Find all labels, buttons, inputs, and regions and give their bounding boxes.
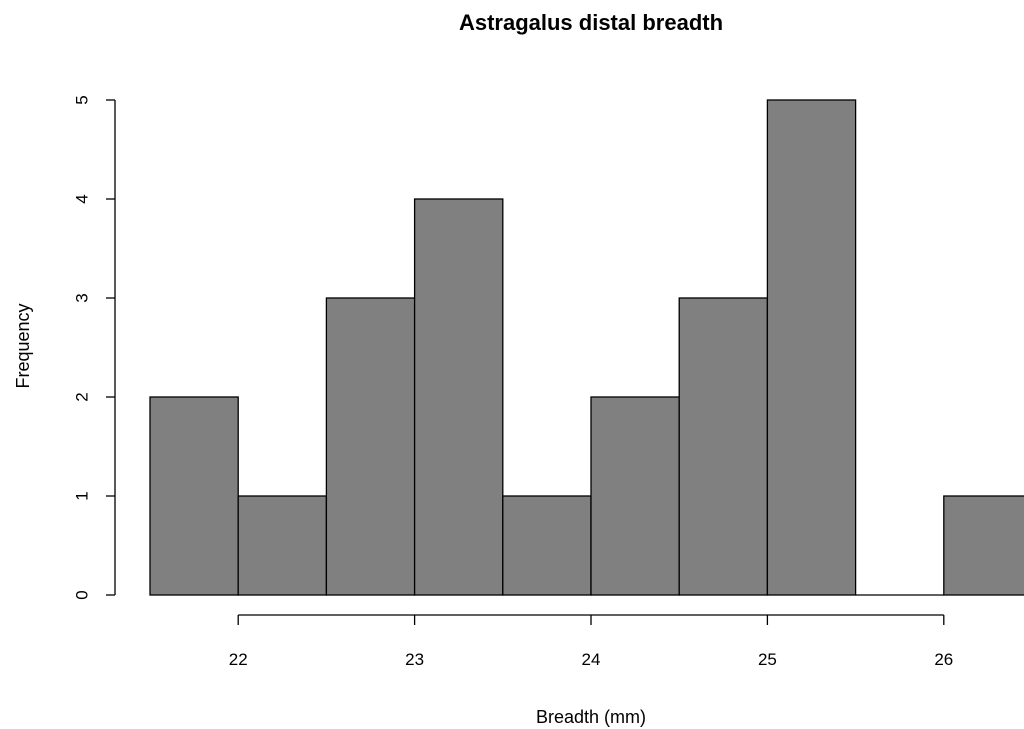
x-tick-label: 23 bbox=[405, 650, 424, 669]
x-axis-label: Breadth (mm) bbox=[536, 707, 646, 727]
x-axis: 22 23 24 25 26 bbox=[229, 614, 953, 669]
x-tick-label: 25 bbox=[758, 650, 777, 669]
x-tick-label: 24 bbox=[582, 650, 601, 669]
y-tick-label: 1 bbox=[73, 491, 92, 500]
y-axis: 0 1 2 3 4 5 bbox=[73, 95, 116, 600]
histogram-bar bbox=[237, 495, 328, 596]
y-tick-label: 2 bbox=[73, 392, 92, 401]
y-tick-label: 3 bbox=[73, 293, 92, 302]
y-tick-label: 4 bbox=[73, 194, 92, 203]
bars-group bbox=[149, 99, 1024, 596]
histogram-bar bbox=[590, 396, 680, 596]
histogram-bar bbox=[149, 396, 239, 596]
chart-title: Astragalus distal breadth bbox=[459, 10, 723, 35]
histogram-bar bbox=[943, 495, 1024, 596]
y-tick-label: 5 bbox=[73, 95, 92, 104]
histogram-bar bbox=[678, 297, 769, 596]
histogram-bar bbox=[413, 198, 504, 596]
y-tick-label: 0 bbox=[73, 590, 92, 599]
x-tick-label: 26 bbox=[934, 650, 953, 669]
x-tick-label: 22 bbox=[229, 650, 248, 669]
histogram-bar bbox=[502, 495, 592, 596]
histogram-bar bbox=[766, 99, 857, 596]
histogram-bar bbox=[325, 297, 416, 596]
y-axis-label: Frequency bbox=[13, 303, 33, 388]
